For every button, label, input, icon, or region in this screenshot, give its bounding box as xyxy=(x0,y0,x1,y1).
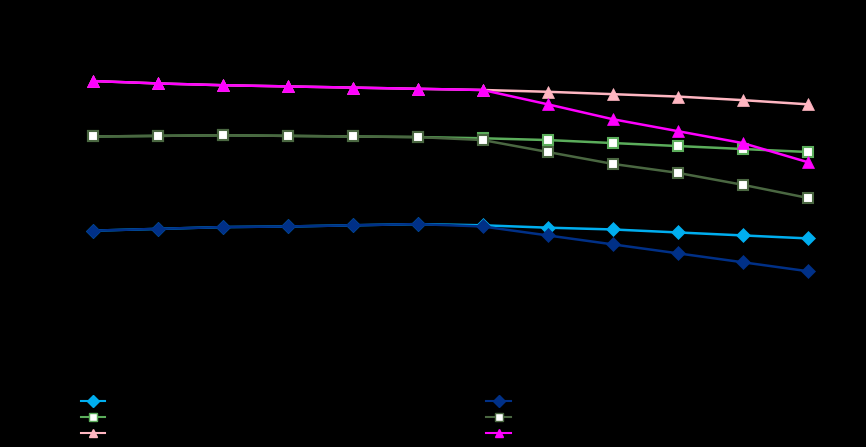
Legend: Supplemented within 2 days of birth, Supplemented by 3 months, Supplemented by 6: Supplemented within 2 days of birth, Sup… xyxy=(487,397,694,439)
